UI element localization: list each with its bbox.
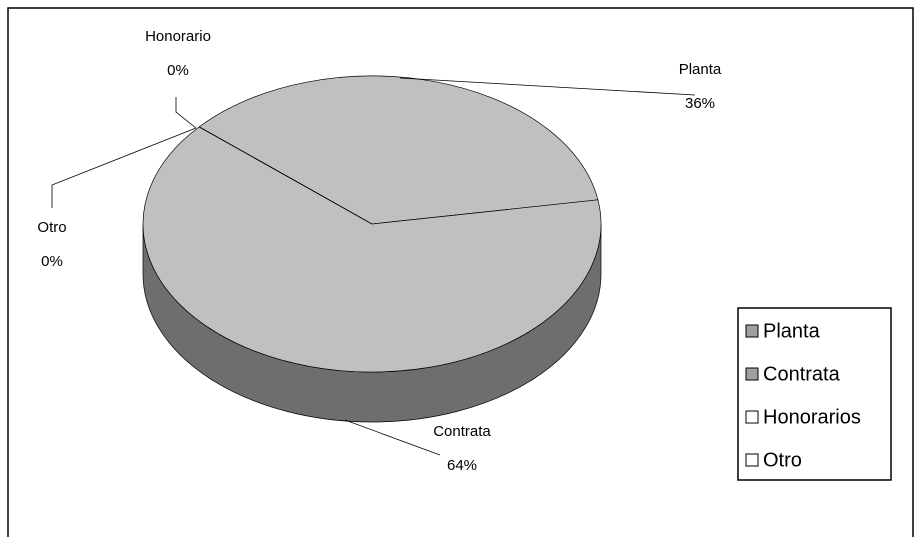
leader-line — [344, 419, 441, 456]
labels: Planta 36% Contrata 64% Honorario 0% Otro 0% Pla… — [37, 28, 860, 474]
leader-line — [51, 127, 197, 208]
data-label-name: Otro — [37, 219, 66, 236]
leader-line — [175, 97, 197, 129]
pie-slice — [142, 126, 602, 373]
legend-swatch — [745, 367, 759, 381]
pie-slice — [198, 75, 599, 225]
legend-label: Otro — [763, 449, 802, 471]
data-label: 36% — [685, 95, 715, 112]
chart-border — [7, 7, 914, 537]
data-label-name: Contrata — [433, 423, 491, 440]
legend-label: Honorarios — [763, 406, 861, 428]
pie — [142, 75, 602, 423]
data-label: 0% — [167, 62, 189, 79]
legend-swatch — [745, 410, 759, 424]
data-label-name: Planta — [679, 61, 722, 78]
legend-swatch — [745, 453, 759, 467]
data-label: 64% — [447, 457, 477, 474]
legend-box — [737, 307, 892, 481]
leader-line — [399, 77, 696, 96]
pie-slice — [199, 126, 373, 225]
legend-swatch — [745, 324, 759, 338]
legend-label: Planta — [763, 320, 821, 342]
data-label: 0% — [41, 253, 63, 270]
data-label-name: Honorario — [145, 28, 211, 45]
leader-lines — [51, 77, 696, 456]
legend-label: Contrata — [763, 363, 841, 385]
